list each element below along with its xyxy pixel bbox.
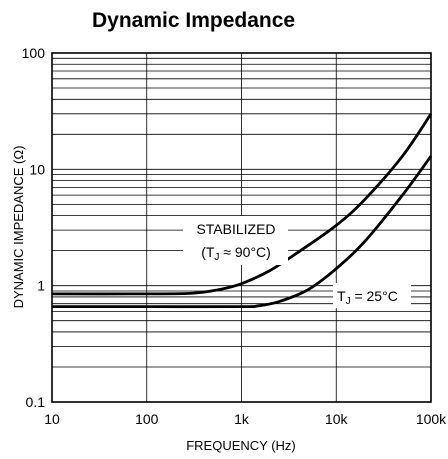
y-tick-label: 10 bbox=[29, 161, 45, 177]
tj25-subscript: J bbox=[346, 296, 351, 307]
x-tick-labels: 10 100 1k 10k 100k bbox=[44, 411, 447, 427]
x-tick-label: 100k bbox=[416, 411, 447, 427]
series-layer bbox=[51, 113, 433, 309]
tj25-label: TJ = 25°C bbox=[337, 288, 398, 307]
y-tick-labels: 0.1 1 10 100 bbox=[22, 45, 46, 410]
tj25-prefix: T bbox=[337, 288, 346, 304]
stabilized-label: STABILIZED bbox=[196, 221, 275, 237]
tj25-curve bbox=[51, 155, 433, 309]
y-tick-label: 100 bbox=[22, 45, 46, 61]
tj25-suffix: = 25°C bbox=[351, 288, 398, 304]
y-tick-label: 1 bbox=[37, 278, 45, 294]
stabilized-label-background bbox=[183, 216, 288, 265]
x-tick-label: 100 bbox=[135, 411, 159, 427]
stabilized-temp-prefix: (T bbox=[201, 244, 215, 260]
tj25-label-background bbox=[333, 283, 411, 308]
stabilized-curve bbox=[51, 113, 433, 296]
plot-frame bbox=[51, 52, 432, 403]
y-axis-label: DYNAMIC IMPEDANCE (Ω) bbox=[11, 146, 26, 309]
chart-title: Dynamic Impedance bbox=[92, 9, 295, 32]
y-tick-label: 0.1 bbox=[26, 394, 46, 410]
x-tick-label: 10k bbox=[325, 411, 349, 427]
stabilized-temp-suffix: ≈ 90°C) bbox=[219, 244, 270, 260]
stabilized-temp-subscript: J bbox=[214, 252, 219, 263]
x-tick-label: 10 bbox=[44, 411, 60, 427]
x-tick-label: 1k bbox=[234, 411, 250, 427]
x-axis-label: FREQUENCY (Hz) bbox=[186, 438, 296, 453]
stabilized-temp-label: (TJ ≈ 90°C) bbox=[201, 244, 271, 263]
